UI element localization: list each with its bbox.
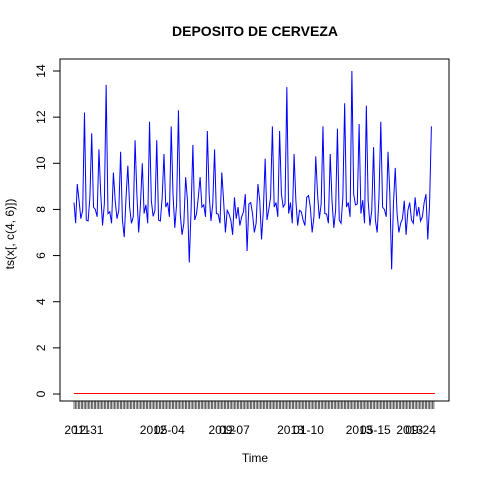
x-tick-label: 09-24 <box>405 423 436 437</box>
series-line-blue <box>73 70 432 270</box>
y-tick-label: 6 <box>34 252 48 259</box>
x-tick-label: 2012 <box>140 423 167 437</box>
x-tick-label: 2011 <box>64 423 90 437</box>
x-tick-label: 05-15 <box>360 423 391 437</box>
x-tick-label: 2013 <box>277 423 304 437</box>
x-tick-label: 05-04 <box>154 423 185 437</box>
y-axis: 0 2 4 6 8 10 12 14 <box>34 64 61 397</box>
y-tick-label: 10 <box>34 156 48 170</box>
x-tick-label: 2013 <box>396 423 423 437</box>
y-tick-label: 0 <box>34 390 48 397</box>
x-tick-label: 2012 <box>208 423 235 437</box>
y-tick-label: 12 <box>34 110 48 124</box>
x-tick-label: 12-31 <box>73 423 104 437</box>
chart-title: DEPOSITO DE CERVEZA <box>172 23 338 39</box>
series-group <box>73 70 435 395</box>
y-tick-label: 8 <box>34 206 48 213</box>
x-tick-label: 2013 <box>346 423 373 437</box>
x-axis-label: Time <box>242 451 269 465</box>
y-tick-label: 2 <box>34 344 48 351</box>
x-tick-label: 01-10 <box>293 423 324 437</box>
y-tick-label: 14 <box>34 64 48 78</box>
x-tick-label: 09-07 <box>219 423 250 437</box>
y-axis-label: ts(x[, c(4, 6)]) <box>3 199 17 270</box>
y-tick-label: 4 <box>34 298 48 305</box>
